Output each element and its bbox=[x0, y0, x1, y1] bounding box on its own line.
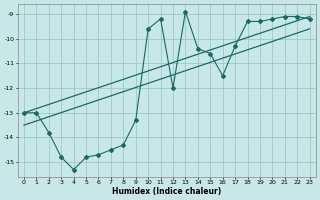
X-axis label: Humidex (Indice chaleur): Humidex (Indice chaleur) bbox=[112, 187, 221, 196]
